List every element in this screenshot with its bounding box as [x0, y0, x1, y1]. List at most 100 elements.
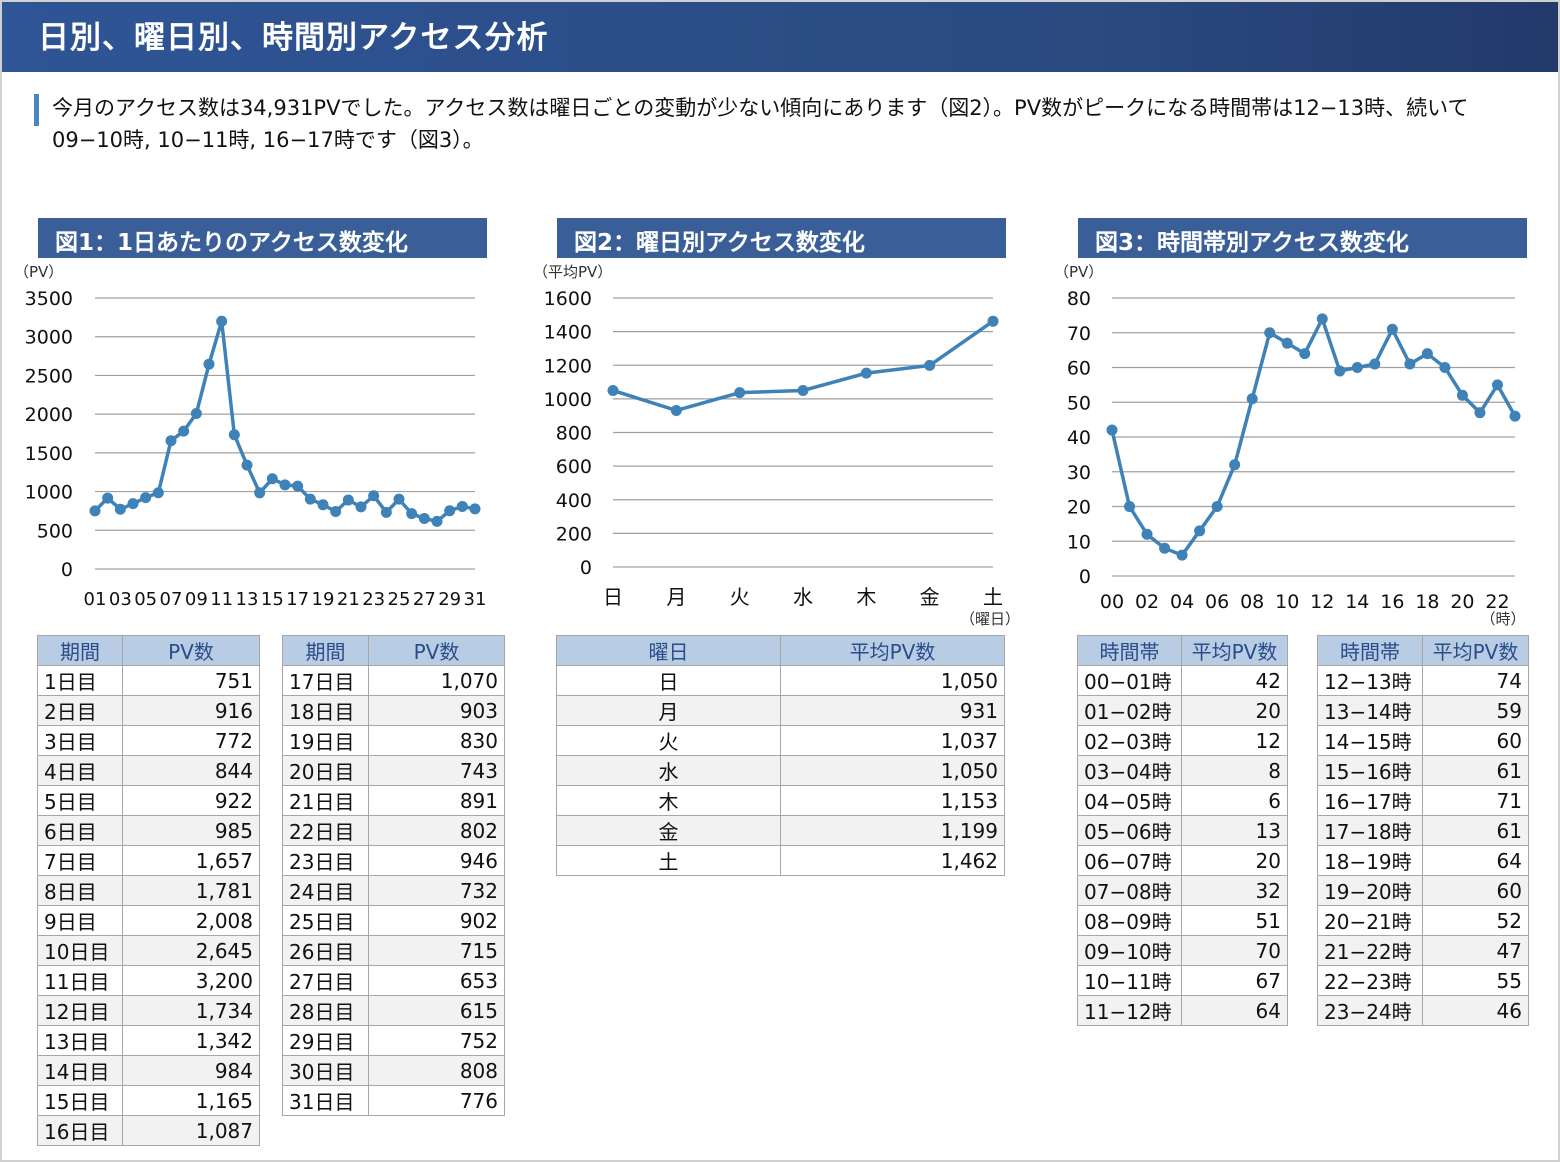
label-cell: 14日目	[37, 1055, 123, 1086]
value-cell: 60	[1422, 725, 1529, 756]
label-cell: 16日目	[37, 1115, 123, 1146]
value-cell: 71	[1422, 785, 1529, 816]
value-cell: 60	[1422, 875, 1529, 906]
y-tick-label: 800	[556, 423, 592, 445]
table-row: 16−17時 71	[1317, 785, 1529, 816]
table-row: 10−11時 67	[1077, 965, 1288, 996]
label-cell: 16−17時	[1317, 785, 1423, 816]
summary-text: 今月のアクセス数は34,931PVでした。アクセス数は曜日ごとの変動が少ない傾向…	[52, 96, 1469, 152]
label-cell: 7日目	[37, 845, 123, 876]
value-cell: 772	[122, 725, 260, 756]
label-cell: 05−06時	[1077, 815, 1182, 846]
x-tick-label: 日	[603, 585, 623, 609]
x-tick-label: 04	[1170, 591, 1194, 613]
label-cell: 18−19時	[1317, 845, 1423, 876]
data-point	[860, 367, 872, 379]
data-point	[1386, 323, 1398, 335]
table-row: 3日目 772	[37, 725, 260, 756]
value-cell: 715	[368, 935, 505, 966]
data-point	[1491, 379, 1503, 391]
value-cell: 2,008	[122, 905, 260, 936]
data-point	[241, 459, 253, 471]
value-cell: 1,199	[780, 815, 1005, 846]
table-row: 23−24時 46	[1317, 995, 1529, 1026]
x-tick-label: 11	[210, 589, 233, 610]
y-tick-label: 3000	[25, 327, 73, 349]
table-row: 9日目 2,008	[37, 905, 260, 936]
value-cell: 70	[1181, 935, 1288, 966]
value-cell: 42	[1181, 665, 1288, 696]
table-row: 7日目 1,657	[37, 845, 260, 876]
value-cell: 891	[368, 785, 505, 816]
value-cell: 1,153	[780, 785, 1005, 816]
value-cell: 55	[1422, 965, 1529, 996]
x-tick-label: 06	[1205, 591, 1229, 613]
value-cell: 922	[122, 785, 260, 816]
data-point	[1369, 358, 1381, 370]
data-point	[924, 359, 936, 371]
value-cell: 808	[368, 1055, 505, 1086]
page-title: 日別、曜日別、時間別アクセス分析	[38, 20, 549, 56]
value-cell: 946	[368, 845, 505, 876]
value-cell: 732	[368, 875, 505, 906]
data-point	[1439, 362, 1451, 373]
column-header: 曜日	[556, 635, 781, 666]
x-tick-label: 19	[312, 589, 335, 610]
y-tick-label: 1000	[25, 482, 73, 504]
header-bar: 日別、曜日別、時間別アクセス分析	[2, 2, 1558, 72]
table-row: 06−07時 20	[1077, 845, 1288, 876]
table-row: 20−21時 52	[1317, 905, 1529, 936]
table-row: 22−23時 55	[1317, 965, 1529, 996]
y-tick-label: 1600	[544, 288, 592, 310]
data-point	[987, 315, 999, 327]
data-point	[734, 387, 746, 399]
table-row: 15−16時 61	[1317, 755, 1529, 786]
x-tick-label: 27	[413, 589, 436, 610]
table-row: 16日目 1,087	[37, 1115, 260, 1146]
data-point	[190, 408, 202, 420]
label-cell: 20日目	[282, 755, 369, 786]
table-row: 03−04時 8	[1077, 755, 1288, 786]
table-row: 08−09時 51	[1077, 905, 1288, 936]
value-cell: 1,781	[122, 875, 260, 906]
value-cell: 1,342	[122, 1025, 260, 1056]
table-row: 金 1,199	[556, 815, 1005, 846]
y-tick-label: 1400	[544, 322, 592, 344]
table-row: 12−13時 74	[1317, 665, 1529, 696]
data-point	[342, 494, 354, 506]
label-cell: 水	[556, 755, 781, 786]
label-cell: 03−04時	[1077, 755, 1182, 786]
data-point	[670, 404, 682, 416]
data-point	[140, 492, 152, 504]
value-cell: 2,645	[122, 935, 260, 966]
data-point	[1509, 410, 1521, 422]
table-row: 木 1,153	[556, 785, 1005, 816]
x-tick-label: 05	[134, 589, 157, 610]
data-point	[1351, 362, 1363, 373]
data-point	[380, 506, 392, 518]
y-tick-label: 0	[1079, 566, 1091, 588]
label-cell: 15−16時	[1317, 755, 1423, 786]
label-cell: 30日目	[282, 1055, 369, 1086]
data-point	[607, 384, 619, 396]
table-row: 火 1,037	[556, 725, 1005, 756]
label-cell: 14−15時	[1317, 725, 1423, 756]
table-row: 1日目 751	[37, 665, 260, 696]
label-cell: 19日目	[282, 725, 369, 756]
y-tick-label: 20	[1067, 497, 1091, 519]
value-cell: 752	[368, 1025, 505, 1056]
value-cell: 64	[1422, 845, 1529, 876]
label-cell: 09−10時	[1077, 935, 1182, 966]
y-tick-label: 600	[556, 456, 592, 478]
value-cell: 1,734	[122, 995, 260, 1026]
data-point	[1211, 501, 1223, 512]
data-point	[1124, 501, 1136, 512]
label-cell: 22日目	[282, 815, 369, 846]
label-cell: 3日目	[37, 725, 123, 756]
chart2-title: 図2：曜日別アクセス数変化	[557, 218, 1006, 258]
table-row: 日 1,050	[556, 665, 1005, 696]
data-point	[1474, 407, 1486, 419]
column-header: PV数	[368, 635, 505, 666]
value-cell: 931	[780, 695, 1005, 726]
value-cell: 984	[122, 1055, 260, 1086]
